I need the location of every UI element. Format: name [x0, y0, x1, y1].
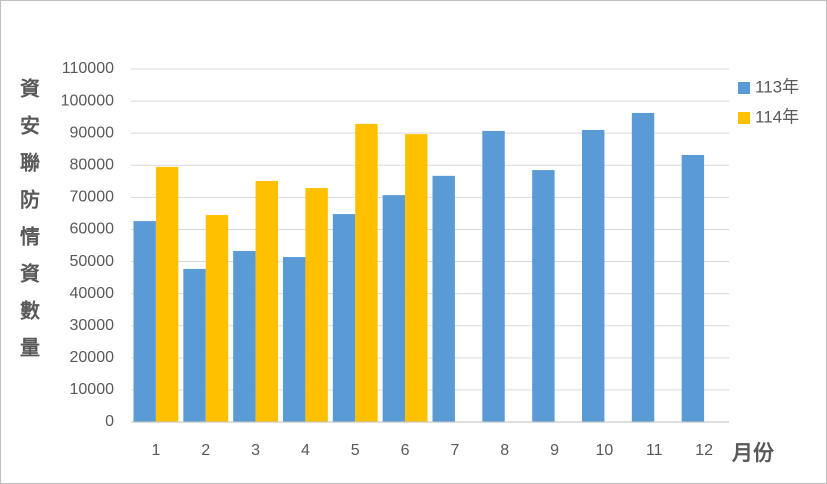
- x-tick-label: 12: [695, 442, 713, 459]
- bar: [205, 215, 229, 422]
- bar: [681, 155, 705, 422]
- legend-label: 113年: [755, 77, 799, 96]
- y-tick-label: 110000: [62, 60, 114, 77]
- bar: [155, 166, 179, 422]
- bar: [305, 188, 328, 422]
- y-tick-label: 0: [105, 413, 114, 430]
- bar: [233, 250, 256, 422]
- y-tick-label: 20000: [70, 349, 115, 366]
- bar: [332, 214, 356, 422]
- y-tick-label: 50000: [70, 253, 115, 270]
- x-tick-label: 3: [251, 442, 260, 459]
- y-tick-label: 80000: [70, 156, 115, 173]
- x-tick-label: 5: [351, 442, 360, 459]
- x-tick-label: 11: [646, 442, 663, 459]
- bar: [532, 170, 555, 422]
- x-tick-label: 1: [151, 442, 160, 459]
- bar: [183, 268, 206, 422]
- y-tick-label: 30000: [70, 317, 115, 334]
- bar: [282, 257, 306, 422]
- bar: [405, 134, 428, 423]
- x-tick-label: 8: [500, 442, 509, 459]
- y-tick-label: 100000: [61, 92, 114, 109]
- bar: [133, 221, 156, 422]
- legend-label: 114年: [755, 107, 799, 126]
- x-tick-label: 2: [201, 442, 210, 459]
- y-tick-label: 40000: [70, 285, 115, 302]
- y-tick-label: 90000: [70, 124, 115, 141]
- x-tick-label: 7: [450, 442, 459, 459]
- bar: [382, 195, 406, 422]
- x-tick-label: 6: [401, 442, 410, 459]
- x-axis-title: 月份: [731, 441, 775, 465]
- legend-swatch: [738, 82, 750, 94]
- bar: [581, 129, 605, 423]
- y-tick-label: 10000: [70, 381, 115, 398]
- bar: [432, 175, 455, 422]
- y-axis-title: 資安聯防情資數量: [17, 77, 41, 374]
- x-tick-label: 10: [596, 442, 614, 459]
- x-tick-label: 9: [550, 442, 559, 459]
- bar: [255, 180, 279, 422]
- y-tick-label: 60000: [70, 221, 115, 238]
- bar: [631, 112, 655, 423]
- x-tick-label: 4: [301, 442, 310, 459]
- y-tick-label: 70000: [70, 189, 115, 206]
- bar: [355, 123, 378, 422]
- legend-swatch: [738, 112, 750, 124]
- bar: [482, 130, 505, 422]
